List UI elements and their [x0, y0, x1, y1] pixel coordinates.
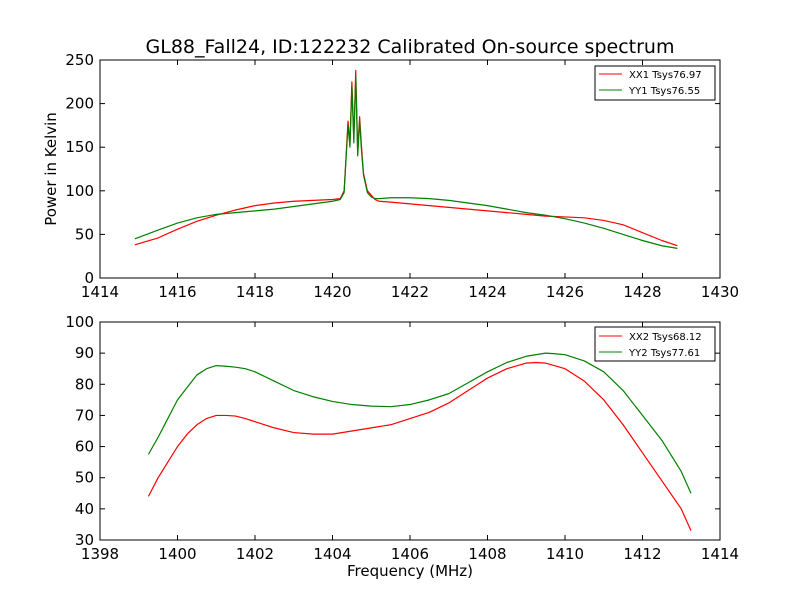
- legend-label-yy1: YY1 Tsys76.55: [628, 86, 700, 97]
- top-legend-box: [594, 65, 716, 101]
- bottom-legend: XX2 Tsys68.12 YY2 Tsys77.61: [594, 326, 716, 362]
- x-tick-label: 1422: [391, 283, 429, 301]
- y-tick-label: 150: [65, 138, 94, 156]
- y-tick-label: 50: [75, 469, 94, 487]
- series-line-xx2: [147, 361, 692, 531]
- chart-title: GL88_Fall24, ID:122232 Calibrated On-sou…: [146, 36, 675, 58]
- y-tick-label: 90: [75, 344, 94, 362]
- bottom-plot-lines: [147, 352, 692, 531]
- y-tick-label: 60: [75, 438, 94, 456]
- x-tick-label: 1406: [391, 545, 429, 563]
- x-tick-label: 1404: [313, 545, 351, 563]
- series-line-yy2: [147, 352, 692, 494]
- x-tick-label: 1416: [158, 283, 196, 301]
- bottom-legend-box: [594, 326, 716, 362]
- x-tick-label: 1430: [701, 283, 739, 301]
- y-tick-label: 40: [75, 500, 94, 518]
- y-tick-label: 0: [84, 269, 94, 287]
- bottom-x-axis-label: Frequency (MHz): [347, 562, 473, 580]
- y-tick-label: 30: [75, 531, 94, 549]
- top-plot-lines: [134, 69, 678, 249]
- x-tick-label: 1412: [623, 545, 661, 563]
- bottom-axis-ticks: 1398 1400 1402 1404 1406 1408 1410 1412 1414 30 40…: [65, 313, 739, 563]
- x-tick-label: 1398: [81, 545, 119, 563]
- y-tick-label: 200: [65, 95, 94, 113]
- x-tick-label: 1414: [701, 545, 739, 563]
- series-line-yy1: [134, 75, 678, 249]
- x-tick-label: 1402: [236, 545, 274, 563]
- top-y-axis-label: Power in Kelvin: [42, 112, 60, 226]
- y-tick-label: 100: [65, 182, 94, 200]
- top-axis-ticks: 1414 1416 1418 1420 1422 1424 1426 1428 1430 0 50 1…: [65, 51, 739, 301]
- x-tick-label: 1400: [158, 545, 196, 563]
- x-tick-label: 1426: [546, 283, 584, 301]
- x-tick-label: 1418: [236, 283, 274, 301]
- y-tick-label: 250: [65, 51, 94, 69]
- y-tick-label: 80: [75, 375, 94, 393]
- legend-label-xx2: XX2 Tsys68.12: [629, 332, 702, 343]
- y-tick-label: 50: [75, 225, 94, 243]
- x-tick-label: 1408: [468, 545, 506, 563]
- bottom-chart: 1398 1400 1402 1404 1406 1408 1410 1412 1414 30 40…: [65, 313, 739, 580]
- top-legend: XX1 Tsys76.97 YY1 Tsys76.55: [594, 65, 716, 101]
- x-tick-label: 1424: [468, 283, 506, 301]
- x-tick-label: 1420: [313, 283, 351, 301]
- x-tick-label: 1410: [546, 545, 584, 563]
- legend-label-yy2: YY2 Tsys77.61: [628, 348, 700, 359]
- top-chart: 1414 1416 1418 1420 1422 1424 1426 1428 1430 0 50 1…: [42, 51, 739, 301]
- x-tick-label: 1414: [81, 283, 119, 301]
- legend-label-xx1: XX1 Tsys76.97: [629, 70, 702, 81]
- y-tick-label: 70: [75, 406, 94, 424]
- y-tick-label: 100: [65, 313, 94, 331]
- x-tick-label: 1428: [623, 283, 661, 301]
